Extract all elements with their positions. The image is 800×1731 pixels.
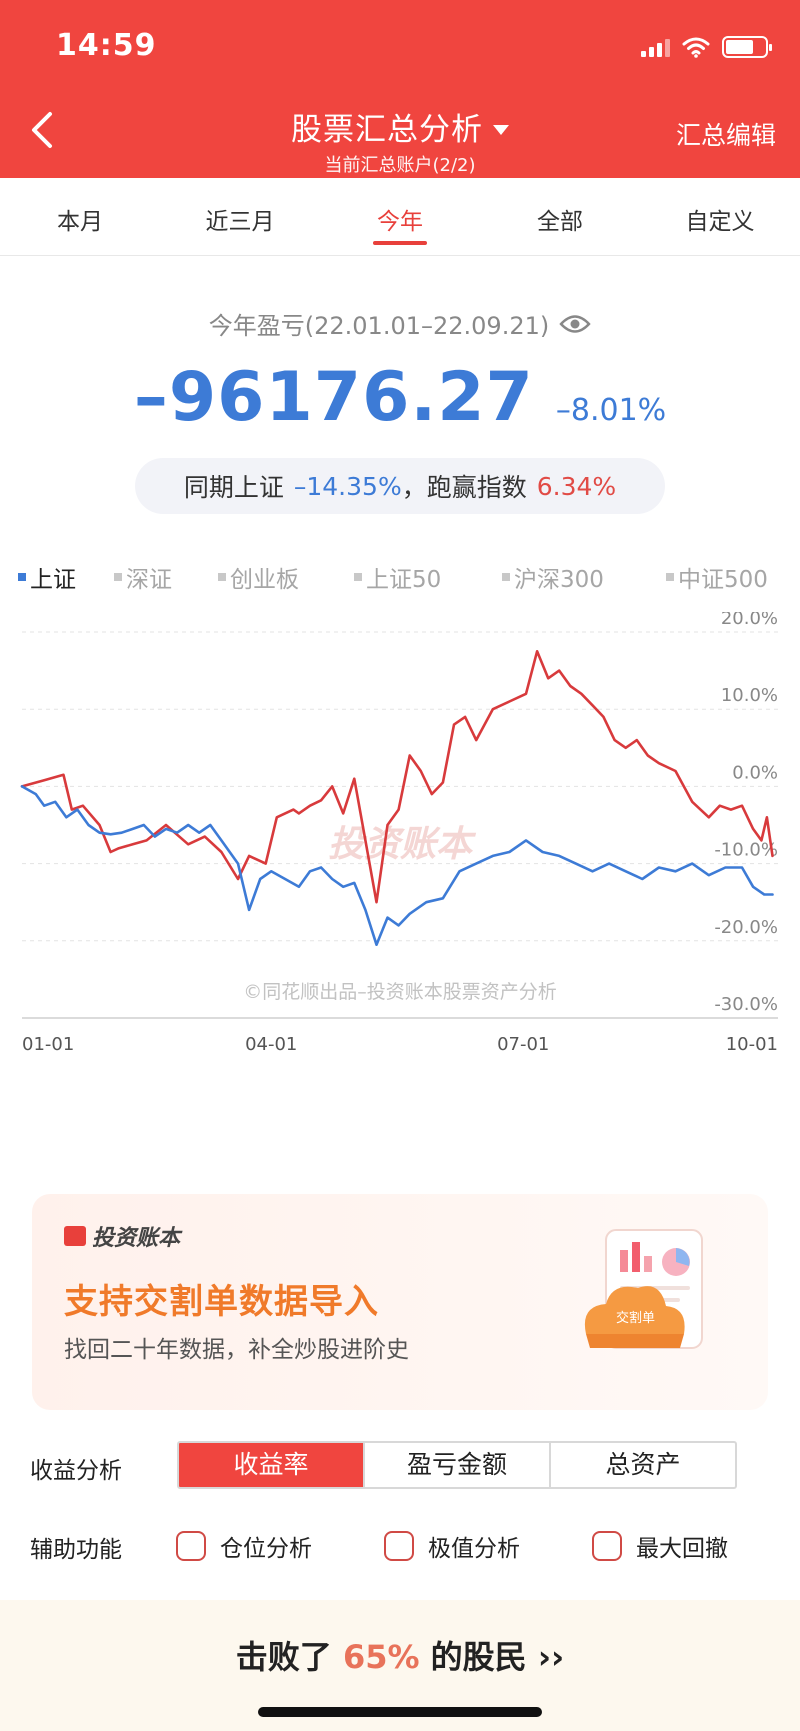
y-tick-label: 0.0% [732, 762, 778, 783]
cellular-signal-icon [641, 37, 670, 57]
max-drawdown-checkbox[interactable]: 最大回撤 [592, 1529, 728, 1563]
chevron-right-icon[interactable]: ›› [537, 1638, 565, 1676]
extreme-analysis-checkbox[interactable]: 极值分析 [384, 1529, 520, 1563]
x-tick-label: 01-01 [22, 1034, 74, 1055]
index-return-line [20, 785, 774, 947]
x-tick-label: 04-01 [245, 1034, 297, 1055]
title-area[interactable]: 股票汇总分析 当前汇总账户(2/2) [0, 104, 800, 177]
beat-suffix: 的股民 [430, 1638, 527, 1676]
portfolio-return-line [20, 649, 774, 904]
checkbox-icon[interactable] [384, 1531, 414, 1561]
segment-return-rate[interactable]: 收益率 [179, 1443, 365, 1487]
index-label: 中证500 [678, 567, 768, 593]
brand-logo-icon [64, 1226, 86, 1246]
dropdown-caret-icon[interactable] [493, 124, 509, 135]
header-bar: 14:59 股票汇总分析 当前汇总账户(2/2) 汇总编辑 [0, 0, 800, 178]
analysis-label: 收益分析 [30, 1458, 122, 1484]
y-tick-label: -20.0% [714, 917, 778, 938]
cloud-document-illustration-icon: 交割单 [584, 1229, 703, 1349]
checkbox-label: 最大回撤 [636, 1536, 728, 1562]
wifi-icon [682, 37, 710, 58]
banner-title: 支持交割单数据导入 [64, 1282, 379, 1322]
banner-subtitle: 找回二十年数据，补全炒股进阶史 [64, 1337, 409, 1363]
segment-pl-amount[interactable]: 盈亏金额 [365, 1443, 551, 1487]
compare-index-pct: –14.35% [293, 471, 402, 501]
pl-amount: –96176.27 [133, 358, 534, 437]
period-tabs: 本月 近三月 今年 全部 自定义 [0, 178, 800, 256]
tab-three-months[interactable]: 近三月 [205, 209, 275, 235]
index-option-chuangye[interactable]: 创业板 [218, 560, 299, 594]
index-label: 创业板 [230, 567, 299, 593]
status-time: 14:59 [56, 28, 157, 63]
y-tick-label: -10.0% [714, 840, 778, 861]
index-option-hs300[interactable]: 沪深300 [502, 560, 604, 594]
home-indicator [258, 1707, 542, 1717]
return-line-chart: 20.0% 10.0% 0.0% -10.0% -20.0% -30.0% 01-01 04-… [20, 612, 778, 1055]
beat-prefix: 击败了 [235, 1638, 332, 1676]
account-subtitle: 当前汇总账户(2/2) [324, 155, 476, 176]
chart-footer-note: ©同花顺出品–投资账本股票资产分析 [243, 981, 557, 1003]
checkbox-icon[interactable] [176, 1531, 206, 1561]
checkbox-icon[interactable] [592, 1531, 622, 1561]
eye-icon[interactable] [559, 313, 591, 335]
tab-this-year[interactable]: 今年 [320, 178, 480, 255]
pl-percent: –8.01% [555, 393, 667, 428]
compare-beat-pct: 6.34% [536, 471, 617, 501]
beat-text[interactable]: 击败了 65% 的股民 ›› [0, 1632, 800, 1678]
beat-percent: 65% [342, 1638, 420, 1676]
brand-name: 投资账本 [92, 1226, 181, 1251]
pl-period-label-row: 今年盈亏(22.01.01–22.09.21) [0, 306, 800, 341]
pl-value-row: –96176.27 –8.01% [0, 358, 800, 437]
tab-custom[interactable]: 自定义 [685, 209, 755, 235]
index-compare-pill: 同期上证 –14.35% ，跑赢指数 6.34% [135, 458, 665, 514]
compare-mid: ，跑赢指数 [401, 473, 527, 502]
index-option-zz500[interactable]: 中证500 [666, 560, 768, 594]
tab-all[interactable]: 全部 [537, 209, 583, 235]
index-option-shenzheng[interactable]: 深证 [114, 560, 172, 594]
index-label: 上证50 [366, 567, 442, 593]
compare-prefix: 同期上证 [183, 473, 284, 502]
index-option-shangzheng[interactable]: 上证 [18, 560, 76, 594]
index-label: 沪深300 [514, 567, 604, 593]
import-promo-banner[interactable]: 投资账本 支持交割单数据导入 找回二十年数据，补全炒股进阶史 交割单 [32, 1194, 768, 1410]
summary-edit-button[interactable]: 汇总编辑 [675, 121, 776, 150]
beat-investors-bar[interactable]: 击败了 65% 的股民 ›› [0, 1600, 800, 1731]
index-label: 上证 [30, 567, 76, 593]
back-arrow-icon[interactable] [24, 108, 64, 152]
aux-label: 辅助功能 [30, 1537, 122, 1563]
art-label: 交割单 [616, 1310, 655, 1326]
checkbox-label: 极值分析 [428, 1536, 520, 1562]
segment-total-assets[interactable]: 总资产 [605, 1450, 681, 1479]
tab-this-month[interactable]: 本月 [57, 209, 103, 235]
chart-watermark: 投资账本 [328, 824, 477, 865]
analysis-segmented-control: 收益率 盈亏金额 总资产 [177, 1441, 737, 1489]
pl-period-label: 今年盈亏(22.01.01–22.09.21) [208, 312, 550, 340]
brand-row: 投资账本 [64, 1220, 180, 1252]
position-analysis-checkbox[interactable]: 仓位分析 [176, 1529, 312, 1563]
battery-icon [722, 36, 772, 58]
index-option-sz50[interactable]: 上证50 [354, 560, 441, 594]
x-tick-label: 10-01 [726, 1034, 778, 1055]
index-label: 深证 [126, 567, 172, 593]
y-tick-label: -30.0% [714, 994, 778, 1015]
checkbox-label: 仓位分析 [220, 1536, 312, 1562]
status-icons [641, 36, 772, 58]
y-tick-label: 10.0% [721, 685, 778, 706]
y-tick-label: 20.0% [721, 612, 778, 629]
x-tick-label: 07-01 [497, 1034, 549, 1055]
index-selector: 上证 深证 创业板 上证50 沪深300 中证500 [0, 560, 800, 594]
page-title[interactable]: 股票汇总分析 [291, 112, 483, 148]
